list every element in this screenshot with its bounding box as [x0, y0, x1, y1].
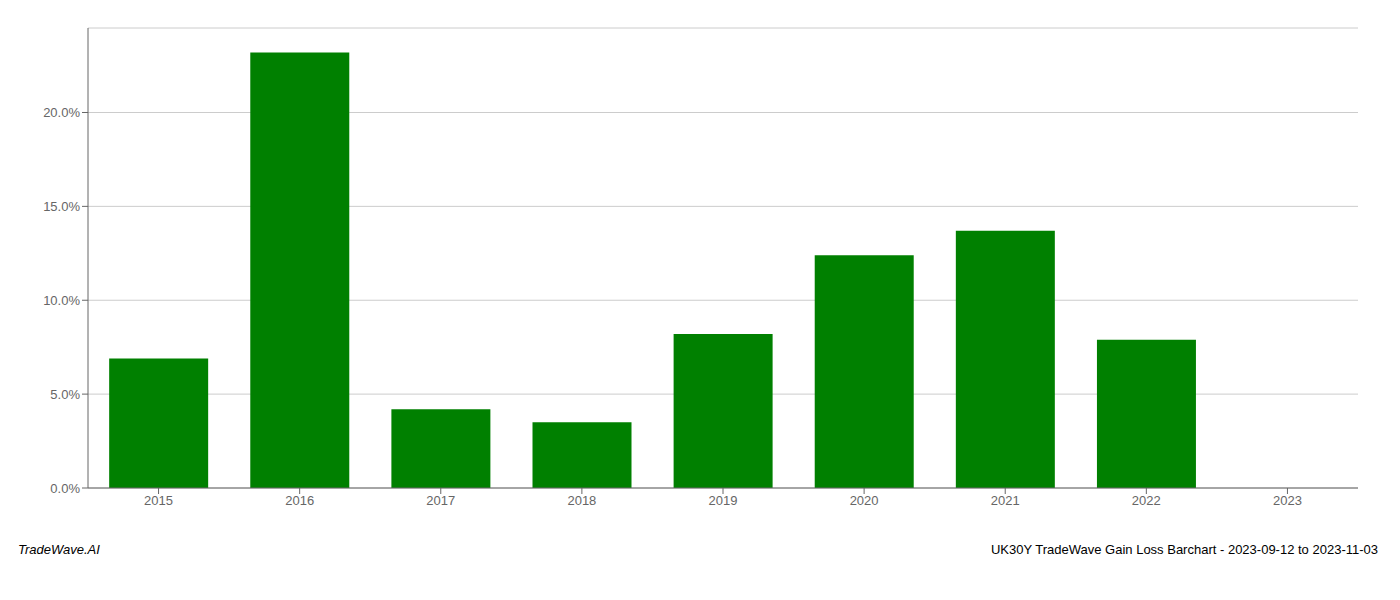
svg-text:2016: 2016: [285, 493, 314, 508]
svg-text:2015: 2015: [144, 493, 173, 508]
svg-text:10.0%: 10.0%: [43, 293, 80, 308]
svg-text:20.0%: 20.0%: [43, 105, 80, 120]
svg-text:2019: 2019: [709, 493, 738, 508]
svg-text:0.0%: 0.0%: [50, 481, 80, 496]
svg-text:2023: 2023: [1273, 493, 1302, 508]
svg-text:15.0%: 15.0%: [43, 199, 80, 214]
html-text:UK30Y TradeWave Gain Loss Barc: UK30Y TradeWave Gain Loss Barchart - 202…: [990, 542, 1378, 557]
svg-text:2017: 2017: [426, 493, 455, 508]
svg-text:5.0%: 5.0%: [50, 387, 80, 402]
svg-text:2018: 2018: [567, 493, 596, 508]
html-text:TradeWave.AI: TradeWave.AI: [18, 542, 100, 557]
svg-text:2022: 2022: [1132, 493, 1161, 508]
svg-text:2020: 2020: [850, 493, 879, 508]
svg-text:2021: 2021: [991, 493, 1020, 508]
